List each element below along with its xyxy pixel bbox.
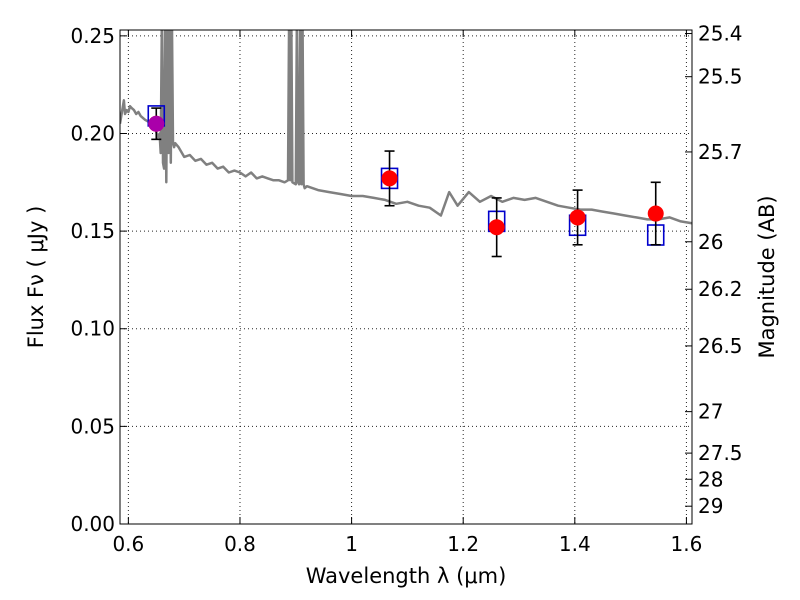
mag-tick-label: 26	[698, 230, 723, 254]
mag-tick-label: 29	[698, 494, 723, 518]
plot-background	[120, 30, 692, 524]
series-layer	[120, 30, 692, 258]
x-tick-label: 1.4	[559, 532, 591, 556]
x-tick-label: 0.8	[224, 532, 256, 556]
observed-point	[647, 205, 664, 222]
observed-point	[488, 219, 505, 236]
mag-tick-label: 25.5	[698, 65, 743, 89]
x-tick-label: 1.6	[671, 532, 703, 556]
y-tick-label: 0.00	[70, 512, 115, 536]
mag-tick-label: 28	[698, 467, 723, 491]
x-axis-title: Wavelength λ (μm)	[306, 564, 507, 588]
y-tick-label: 0.10	[70, 317, 115, 341]
mag-tick-label: 25.4	[698, 22, 743, 46]
y-tick-label: 0.25	[70, 24, 115, 48]
y-axis-title: Flux Fν ( μJy )	[24, 206, 48, 349]
mag-tick-label: 27.5	[698, 441, 743, 465]
observed-point	[381, 170, 398, 187]
axis-ticks: 0.6 0.8 1 1.2 1.4 1.6 0.00 0.05 0.10 0.15 0.20 0.25…	[70, 22, 742, 556]
x-tick-label: 0.6	[112, 532, 144, 556]
observed-point	[569, 209, 586, 226]
mag-tick-label: 26.5	[698, 334, 743, 358]
mag-tick-label: 27	[698, 400, 723, 424]
plot-area: 0.6 0.8 1 1.2 1.4 1.6 0.00 0.05 0.10 0.15 0.20 0.25…	[70, 22, 742, 556]
y-tick-label: 0.05	[70, 414, 115, 438]
spectrum-line	[120, 30, 692, 225]
x-tick-label: 1	[345, 532, 358, 556]
observed-point-overlap	[148, 115, 165, 132]
x-tick-label: 1.2	[447, 532, 479, 556]
y-tick-label: 0.20	[70, 121, 115, 145]
y-right-axis-title: Magnitude (AB)	[755, 195, 779, 358]
plot-frame	[119, 29, 693, 525]
mag-tick-label: 26.2	[698, 277, 743, 301]
y-tick-label: 0.15	[70, 219, 115, 243]
mag-tick-label: 25.7	[698, 140, 743, 164]
